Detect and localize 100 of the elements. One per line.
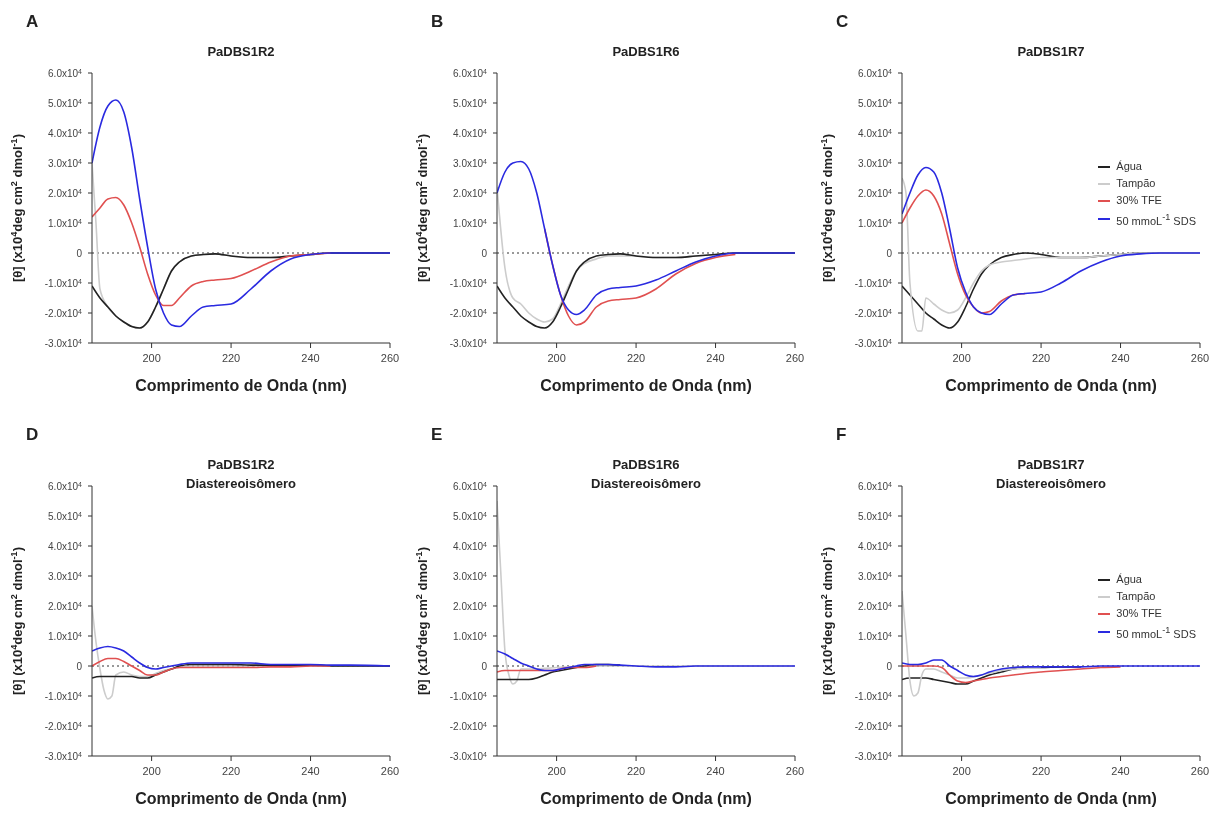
chart-subtitle: Diastereoisômero	[590, 476, 702, 491]
y-tick-label: 2.0x10$^{4}$	[453, 187, 488, 199]
y-tick-label: -3.0x10$^{4}$	[449, 337, 488, 349]
y-tick-label: 4.0x10$^{4}$	[48, 540, 83, 552]
y-tick-label: 3.0x10$^{4}$	[48, 570, 83, 582]
x-tick-label: 200	[952, 765, 971, 777]
y-tick-label: 5.0x10$^{4}$	[858, 97, 893, 109]
chart-title: PaDBS1R6	[611, 44, 681, 59]
x-tick-label: 220	[626, 352, 646, 364]
y-tick-label: -1.0x10$^{4}$	[854, 277, 893, 289]
y-tick-label: -1.0x10$^{4}$	[449, 277, 488, 289]
chart-subtitle: Diastereoisômero	[185, 476, 297, 491]
text: B	[431, 12, 444, 32]
x-tick-label: 260	[1190, 765, 1210, 777]
y-tick-label: 1.0x10$^{4}$	[453, 217, 488, 229]
x-tick-label: 260	[1190, 352, 1210, 364]
y-tick-label: -2.0x10$^{4}$	[854, 720, 893, 732]
y-tick-label: -3.0x10$^{4}$	[854, 750, 893, 762]
text: E	[431, 425, 443, 445]
x-tick-label: 220	[1031, 352, 1051, 364]
legend-label: 30% TFE	[1116, 606, 1162, 621]
y-tick-label: -3.0x10$^{4}$	[44, 750, 83, 762]
y-tick-label: 2.0x10$^{4}$	[48, 187, 83, 199]
x-tick-label: 240	[1111, 352, 1130, 364]
chart-title: PaDBS1R2	[206, 457, 276, 472]
legend-label: 30% TFE	[1116, 193, 1162, 208]
text: A	[26, 12, 39, 32]
y-tick-label: 3.0x10$^{4}$	[858, 157, 893, 169]
x-axis-title: Comprimento de Onda (nm)	[135, 377, 347, 394]
y-tick-label: 1.0x10$^{4}$	[858, 630, 893, 642]
chart-title: PaDBS1R2	[206, 44, 276, 59]
y-tick-label: 0	[481, 661, 488, 672]
y-tick-label: -3.0x10$^{4}$	[449, 750, 488, 762]
y-tick-label: 2.0x10$^{4}$	[48, 600, 83, 612]
x-axis-title: Comprimento de Onda (nm)	[540, 377, 752, 394]
text: F	[836, 425, 847, 445]
legend-label: Tampão	[1116, 589, 1156, 604]
x-tick-label: 200	[142, 765, 161, 777]
x-tick-label: 200	[142, 352, 161, 364]
x-tick-label: 260	[785, 352, 805, 364]
y-tick-label: 1.0x10$^{4}$	[453, 630, 488, 642]
y-tick-label: 1.0x10$^{4}$	[858, 217, 893, 229]
y-tick-label: -2.0x10$^{4}$	[44, 307, 83, 319]
x-tick-label: 260	[380, 765, 400, 777]
y-tick-label: 4.0x10$^{4}$	[48, 127, 83, 139]
y-tick-label: 6.0x10$^{4}$	[453, 480, 488, 492]
y-tick-label: 3.0x10$^{4}$	[453, 570, 488, 582]
y-tick-label: 0	[76, 248, 83, 259]
y-tick-label: 2.0x10$^{4}$	[453, 600, 488, 612]
x-tick-label: 200	[952, 352, 971, 364]
y-tick-label: 3.0x10$^{4}$	[453, 157, 488, 169]
y-tick-label: -3.0x10$^{4}$	[44, 337, 83, 349]
text: C	[836, 12, 849, 32]
x-axis-title: Comprimento de Onda (nm)	[540, 790, 752, 807]
y-tick-label: 2.0x10$^{4}$	[858, 600, 893, 612]
x-tick-label: 200	[547, 765, 566, 777]
chart-title: PaDBS1R7	[1016, 44, 1086, 59]
y-tick-label: -2.0x10$^{4}$	[449, 720, 488, 732]
y-tick-label: 6.0x10$^{4}$	[858, 480, 893, 492]
x-tick-label: 240	[1111, 765, 1130, 777]
y-tick-label: -1.0x10$^{4}$	[44, 690, 83, 702]
x-tick-label: 240	[706, 352, 725, 364]
y-tick-label: 2.0x10$^{4}$	[858, 187, 893, 199]
y-tick-label: 5.0x10$^{4}$	[453, 510, 488, 522]
text: D	[26, 425, 39, 445]
y-tick-label: 5.0x10$^{4}$	[858, 510, 893, 522]
chart-subtitle: Diastereoisômero	[995, 476, 1107, 491]
y-tick-label: -2.0x10$^{4}$	[854, 307, 893, 319]
x-tick-label: 260	[785, 765, 805, 777]
y-tick-label: -1.0x10$^{4}$	[854, 690, 893, 702]
y-tick-label: 0	[886, 661, 893, 672]
x-tick-label: 220	[221, 352, 241, 364]
x-tick-label: 240	[301, 352, 320, 364]
y-tick-label: 4.0x10$^{4}$	[858, 540, 893, 552]
y-tick-label: -1.0x10$^{4}$	[44, 277, 83, 289]
legend-label: Água	[1116, 572, 1142, 587]
y-tick-label: 3.0x10$^{4}$	[858, 570, 893, 582]
x-tick-label: 260	[380, 352, 400, 364]
x-tick-label: 220	[626, 765, 646, 777]
x-tick-label: 220	[221, 765, 241, 777]
y-tick-label: 0	[76, 661, 83, 672]
y-tick-label: 4.0x10$^{4}$	[858, 127, 893, 139]
chart-title: PaDBS1R7	[1016, 457, 1086, 472]
y-tick-label: 5.0x10$^{4}$	[453, 97, 488, 109]
legend-label: 50 mmoL$^{-1}$ SDS	[1116, 211, 1196, 229]
y-tick-label: -2.0x10$^{4}$	[44, 720, 83, 732]
y-tick-label: 3.0x10$^{4}$	[48, 157, 83, 169]
legend-label: Água	[1116, 159, 1142, 174]
y-tick-label: 6.0x10$^{4}$	[453, 67, 488, 79]
x-axis-title: Comprimento de Onda (nm)	[945, 790, 1157, 807]
y-tick-label: 6.0x10$^{4}$	[48, 67, 83, 79]
y-tick-label: 6.0x10$^{4}$	[858, 67, 893, 79]
y-tick-label: 4.0x10$^{4}$	[453, 127, 488, 139]
y-tick-label: 5.0x10$^{4}$	[48, 97, 83, 109]
x-axis-title: Comprimento de Onda (nm)	[135, 790, 347, 807]
y-tick-label: 4.0x10$^{4}$	[453, 540, 488, 552]
y-tick-label: -2.0x10$^{4}$	[449, 307, 488, 319]
y-tick-label: 5.0x10$^{4}$	[48, 510, 83, 522]
x-tick-label: 240	[706, 765, 725, 777]
y-tick-label: 1.0x10$^{4}$	[48, 630, 83, 642]
